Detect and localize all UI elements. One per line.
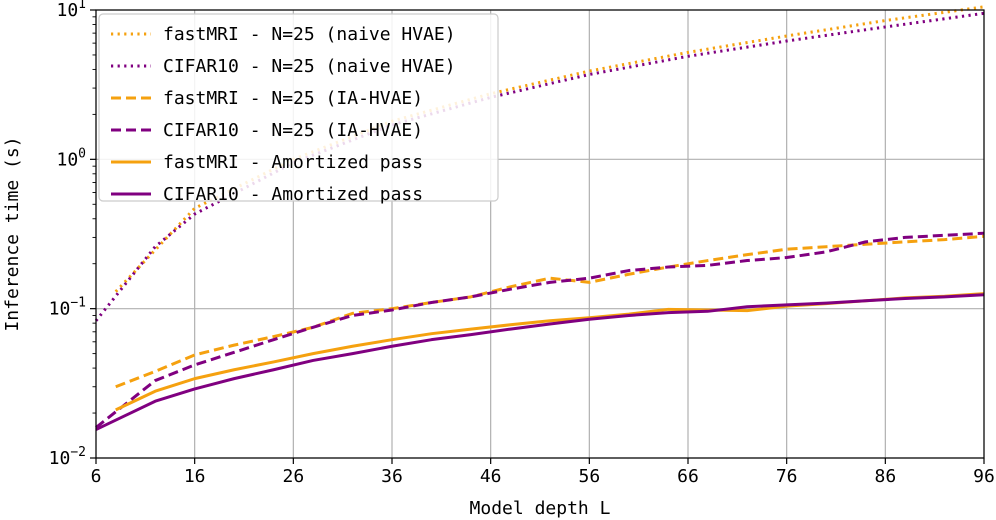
y-tick-label: 100 <box>56 146 86 170</box>
y-axis-label: Inference time (s) <box>2 136 23 331</box>
x-tick-label: 96 <box>973 466 995 487</box>
x-axis-label: Model depth L <box>470 498 611 519</box>
legend-label: CIFAR10 - N=25 (IA-HVAE) <box>163 120 423 141</box>
legend-label: fastMRI - Amortized pass <box>163 152 423 173</box>
x-tick-label: 26 <box>282 466 304 487</box>
legend-box <box>98 13 499 202</box>
legend-label: fastMRI - N=25 (naive HVAE) <box>163 24 456 45</box>
series-line-6 <box>95 293 985 431</box>
legend: fastMRI - N=25 (naive HVAE) CIFAR10 - N=2… <box>98 13 499 205</box>
series-line-5 <box>115 292 985 412</box>
x-tick-label: 6 <box>91 466 102 487</box>
y-tick-label: 101 <box>56 0 86 21</box>
plot-frame <box>95 9 985 459</box>
series-line-2 <box>94 11 985 322</box>
y-tick-label: 10−1 <box>49 296 86 320</box>
series-lines <box>94 5 985 431</box>
x-tick-label: 86 <box>874 466 896 487</box>
x-tick-label: 16 <box>184 466 206 487</box>
axis-ticks: 6 16 26 36 46 56 66 76 86 96 10−2 10−1 100 101 <box>49 0 995 487</box>
series-line-1 <box>114 5 985 293</box>
y-tick-label: 10−2 <box>49 445 86 469</box>
legend-label: fastMRI - N=25 (IA-HVAE) <box>163 88 423 109</box>
series-line-3 <box>115 234 985 389</box>
x-tick-label: 36 <box>381 466 403 487</box>
x-tick-label: 56 <box>578 466 600 487</box>
legend-label: CIFAR10 - Amortized pass <box>163 184 423 205</box>
legend-label: CIFAR10 - N=25 (naive HVAE) <box>163 56 456 77</box>
x-tick-label: 46 <box>480 466 502 487</box>
x-tick-label: 66 <box>677 466 699 487</box>
x-tick-label: 76 <box>776 466 798 487</box>
series-line-4 <box>95 231 985 429</box>
